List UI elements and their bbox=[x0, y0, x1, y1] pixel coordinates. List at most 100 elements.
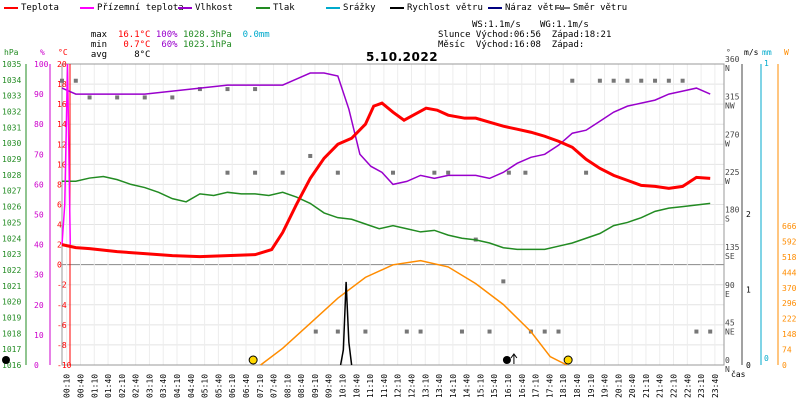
x-tick-label: 04:10 bbox=[173, 374, 182, 398]
wind-direction-mark bbox=[280, 170, 285, 175]
percent-tick-label: 80 bbox=[34, 120, 44, 129]
w-tick-label: 148 bbox=[782, 330, 797, 339]
wind-direction-mark bbox=[60, 78, 64, 83]
stats-avg-temp: 8°C bbox=[134, 50, 151, 60]
percent-tick-label: 10 bbox=[34, 331, 44, 340]
x-axis-label: čas bbox=[731, 369, 746, 379]
x-tick-label: 07:40 bbox=[270, 374, 279, 398]
x-tick-label: 21:10 bbox=[642, 374, 651, 398]
hpa-tick-label: 1021 bbox=[2, 282, 21, 291]
x-tick-label: 07:10 bbox=[256, 374, 265, 398]
stats-max-label: max bbox=[90, 30, 108, 40]
x-tick-label: 18:10 bbox=[559, 374, 568, 398]
wind-direction-mark bbox=[363, 329, 368, 334]
wind-direction-mark bbox=[523, 170, 528, 175]
legend-label: Směr větru bbox=[573, 3, 628, 13]
sun-icon bbox=[248, 355, 258, 365]
moon-phase-icon bbox=[2, 356, 10, 364]
stats-min-label: min bbox=[90, 40, 108, 50]
w-axis-header: W bbox=[784, 48, 789, 57]
hpa-tick-label: 1022 bbox=[2, 266, 21, 275]
ground-temp-line bbox=[61, 63, 72, 245]
stats-avg: avg 8°C bbox=[80, 40, 151, 60]
hpa-tick-label: 1028 bbox=[2, 171, 21, 180]
direction-tick-label: N bbox=[725, 64, 730, 73]
moonrise-arrowhead-icon bbox=[510, 353, 518, 359]
degree-axis-header: ° bbox=[726, 48, 731, 57]
x-tick-label: 23:10 bbox=[697, 374, 706, 398]
hpa-tick-label: 1017 bbox=[2, 345, 21, 354]
x-tick-label: 15:40 bbox=[490, 374, 499, 398]
celsius-tick-label: 20 bbox=[57, 60, 67, 69]
x-tick-label: 13:40 bbox=[435, 374, 444, 398]
legend-label: Vlhkost bbox=[195, 3, 233, 13]
legend-swatch bbox=[488, 6, 502, 9]
wind-direction-mark bbox=[87, 95, 92, 100]
wind-direction-mark bbox=[432, 170, 437, 175]
x-tick-label: 15:10 bbox=[476, 374, 485, 398]
x-tick-label: 10:40 bbox=[352, 374, 361, 398]
celsius-tick-label: 0 bbox=[57, 261, 62, 270]
x-tick-label: 20:10 bbox=[614, 374, 623, 398]
plot-frame bbox=[61, 63, 725, 366]
percent-tick-label: 90 bbox=[34, 90, 44, 99]
hpa-tick-label: 1034 bbox=[2, 76, 21, 85]
ms-tick-label: 1 bbox=[746, 286, 751, 295]
wind-direction-mark bbox=[404, 329, 409, 334]
wind-direction-mark bbox=[506, 170, 511, 175]
legend-swatch bbox=[178, 6, 192, 9]
stats-max: max 16.1°C 100% 1028.3hPa 0.0mm bbox=[80, 20, 270, 40]
w-tick-label: 0 bbox=[782, 361, 787, 370]
x-tick-label: 11:40 bbox=[380, 374, 389, 398]
sun-icon bbox=[563, 355, 573, 365]
x-tick-label: 19:40 bbox=[601, 374, 610, 398]
legend-item: Srážky bbox=[326, 2, 376, 14]
celsius-tick-label: -6 bbox=[57, 321, 67, 330]
x-tick-label: 05:40 bbox=[214, 374, 223, 398]
degree-tick-label: 225 bbox=[725, 168, 740, 177]
wind-direction-mark bbox=[653, 78, 658, 83]
celsius-tick-label: -10 bbox=[57, 361, 72, 370]
x-tick-label: 08:10 bbox=[283, 374, 292, 398]
solar-line bbox=[260, 259, 568, 366]
x-tick-label: 00:10 bbox=[63, 374, 72, 398]
direction-tick-label: N bbox=[725, 365, 730, 374]
x-tick-label: 12:40 bbox=[407, 374, 416, 398]
percent-tick-label: 60 bbox=[34, 180, 44, 189]
wind-direction-mark bbox=[73, 78, 78, 83]
hpa-tick-label: 1018 bbox=[2, 329, 21, 338]
direction-tick-label: W bbox=[725, 177, 730, 186]
degree-tick-label: 0 bbox=[725, 356, 730, 365]
stats-max-hum: 100% bbox=[155, 30, 178, 40]
wind-direction-mark bbox=[308, 153, 313, 158]
hpa-tick-label: 1030 bbox=[2, 139, 21, 148]
degree-tick-label: 180 bbox=[725, 206, 740, 215]
celsius-tick-label: -2 bbox=[57, 281, 67, 290]
direction-tick-label: NE bbox=[725, 327, 735, 336]
hpa-tick-label: 1023 bbox=[2, 250, 21, 259]
wind-direction-mark bbox=[253, 170, 258, 175]
percent-tick-label: 70 bbox=[34, 150, 44, 159]
x-tick-label: 18:40 bbox=[573, 374, 582, 398]
wind-direction-mark bbox=[459, 329, 464, 334]
stats-min: min 0.7°C 60% 1023.1hPa bbox=[80, 30, 232, 50]
celsius-tick-label: 8 bbox=[57, 180, 62, 189]
moon-info: Měsíc Východ:16:08 Západ: bbox=[438, 40, 585, 50]
x-tick-label: 17:10 bbox=[532, 374, 541, 398]
moon-icon bbox=[502, 356, 511, 364]
celsius-tick-label: -4 bbox=[57, 301, 67, 310]
direction-tick-label: W bbox=[725, 139, 730, 148]
hpa-tick-label: 1016 bbox=[2, 361, 21, 370]
hpa-tick-label: 1032 bbox=[2, 108, 21, 117]
legend-swatch bbox=[326, 6, 340, 9]
x-tick-label: 21:40 bbox=[656, 374, 665, 398]
w-tick-label: 518 bbox=[782, 253, 797, 262]
hpa-tick-label: 1026 bbox=[2, 203, 21, 212]
w-tick-label: 74 bbox=[782, 346, 792, 355]
wind-direction-mark bbox=[391, 170, 395, 175]
wind-gust-info: WG:1.1m/s bbox=[540, 20, 589, 30]
hpa-axis-header: hPa bbox=[4, 48, 19, 57]
x-tick-label: 09:10 bbox=[311, 374, 320, 398]
wind-direction-mark bbox=[597, 78, 602, 83]
x-tick-label: 05:10 bbox=[201, 374, 210, 398]
